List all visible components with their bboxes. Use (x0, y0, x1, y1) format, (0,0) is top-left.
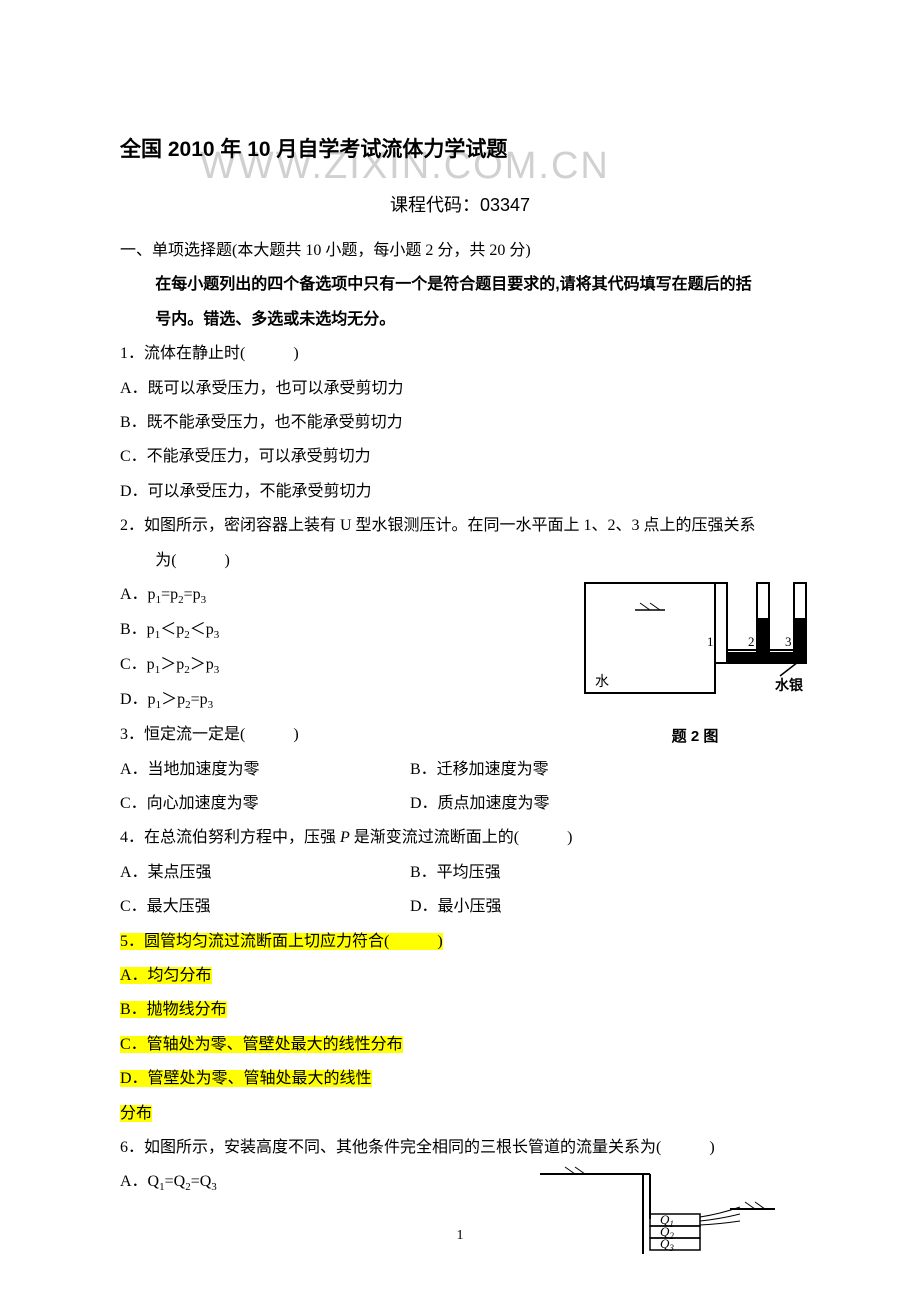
figure-q6: Q1 Q2 Q3 (535, 1159, 780, 1270)
q3-opt-b: B．迁移加速度为零 (410, 755, 800, 785)
q5-opt-d: D．管壁处为零、管轴处最大的线性 (120, 1064, 800, 1094)
fig2-n1: 1 (707, 634, 714, 649)
course-code: 课程代码：03347 (120, 188, 800, 222)
q2d-m1: ＞p (161, 691, 185, 708)
q2c-m2: ＞p (190, 656, 214, 673)
q3-opt-d: D．质点加速度为零 (410, 789, 800, 819)
figure-q2-svg: 1 2 3 水 水银 (580, 578, 810, 708)
q1-opt-b: B．既不能承受压力，也不能承受剪切力 (120, 408, 800, 438)
fig2-hg: 水银 (775, 677, 804, 694)
q5-opt-c: C．管轴处为零、管壁处最大的线性分布 (120, 1030, 800, 1060)
q4-opt-c: C．最大压强 (120, 892, 410, 922)
q5-opt-a: A．均匀分布 (120, 961, 800, 991)
figure-q2: 1 2 3 水 水银 题 2 图 (580, 578, 810, 752)
q4-post: 是渐变流过流断面上的( ) (350, 829, 573, 846)
q4-opt-d: D．最小压强 (410, 892, 800, 922)
q2c-s3: 3 (214, 664, 220, 676)
q1-opt-d: D．可以承受压力，不能承受剪切力 (120, 477, 800, 507)
q2a-m1: =p (161, 586, 178, 603)
q2d-pre: D．p (120, 691, 156, 708)
q6a-s3: 3 (211, 1182, 217, 1194)
page-title: 全国 2010 年 10 月自学考试流体力学试题 (120, 130, 800, 170)
q3-row2: C．向心加速度为零 D．质点加速度为零 (120, 789, 800, 819)
q2c-pre: C．p (120, 656, 155, 673)
q6a-pre: A．Q (120, 1173, 159, 1190)
q2b-s3: 3 (214, 629, 220, 641)
q4-row1: A．某点压强 B．平均压强 (120, 858, 800, 888)
section1-head: 一、单项选择题(本大题共 10 小题，每小题 2 分，共 20 分) (120, 236, 800, 266)
q4-text: 4．在总流伯努利方程中，压强 P 是渐变流过流断面上的( ) (120, 823, 800, 853)
q4-opt-a: A．某点压强 (120, 858, 410, 888)
fig2-water: 水 (595, 674, 609, 690)
q2a-pre: A．p (120, 586, 156, 603)
q5d2-hl: 分布 (120, 1105, 152, 1122)
section1-instr1: 在每小题列出的四个备选项中只有一个是符合题目要求的,请将其代码填写在题后的括 (120, 270, 800, 300)
figure-q6-svg: Q1 Q2 Q3 (535, 1159, 780, 1259)
q5c-hl: C．管轴处为零、管壁处最大的线性分布 (120, 1036, 403, 1053)
q2a-m2: =p (184, 586, 201, 603)
q5-opt-d2: 分布 (120, 1099, 800, 1129)
q3-opt-c: C．向心加速度为零 (120, 789, 410, 819)
q4-row2: C．最大压强 D．最小压强 (120, 892, 800, 922)
q6a-m2: =Q (191, 1173, 212, 1190)
section1-instr2: 号内。错选、多选或未选均无分。 (120, 305, 800, 335)
q2b-m2: ＜p (190, 621, 214, 638)
q2d-s3: 3 (208, 699, 214, 711)
q3-opt-a: A．当地加速度为零 (120, 755, 410, 785)
q2a-s3: 3 (201, 594, 207, 606)
q2-sub: 为( ) (120, 546, 800, 576)
q6a-m1: =Q (165, 1173, 186, 1190)
fig2-n2: 2 (748, 634, 755, 649)
q4-opt-b: B．平均压强 (410, 858, 800, 888)
q1-opt-a: A．既可以承受压力，也可以承受剪切力 (120, 374, 800, 404)
q4-p: P (340, 829, 350, 846)
q5-opt-b: B．抛物线分布 (120, 995, 800, 1025)
q5a-hl: A．均匀分布 (120, 967, 212, 984)
q5d-hl: D．管壁处为零、管轴处最大的线性 (120, 1070, 372, 1087)
q3-row1: A．当地加速度为零 B．迁移加速度为零 (120, 755, 800, 785)
fig2-caption: 题 2 图 (580, 723, 810, 752)
q4-pre: 4．在总流伯努利方程中，压强 (120, 829, 340, 846)
fig2-n3: 3 (785, 634, 792, 649)
q1-text: 1．流体在静止时( ) (120, 339, 800, 369)
q5-text: 5．圆管均匀流过流断面上切应力符合( ) (120, 927, 800, 957)
q5b-hl: B．抛物线分布 (120, 1001, 227, 1018)
q2-text: 2．如图所示，密闭容器上装有 U 型水银测压计。在同一水平面上 1、2、3 点上… (120, 511, 800, 541)
q2d-m2: =p (191, 691, 208, 708)
q5-text-hl: 5．圆管均匀流过流断面上切应力符合( ) (120, 933, 443, 950)
q2b-pre: B．p (120, 621, 155, 638)
q2c-m1: ＞p (160, 656, 184, 673)
q2b-m1: ＜p (160, 621, 184, 638)
q1-opt-c: C．不能承受压力，可以承受剪切力 (120, 442, 800, 472)
